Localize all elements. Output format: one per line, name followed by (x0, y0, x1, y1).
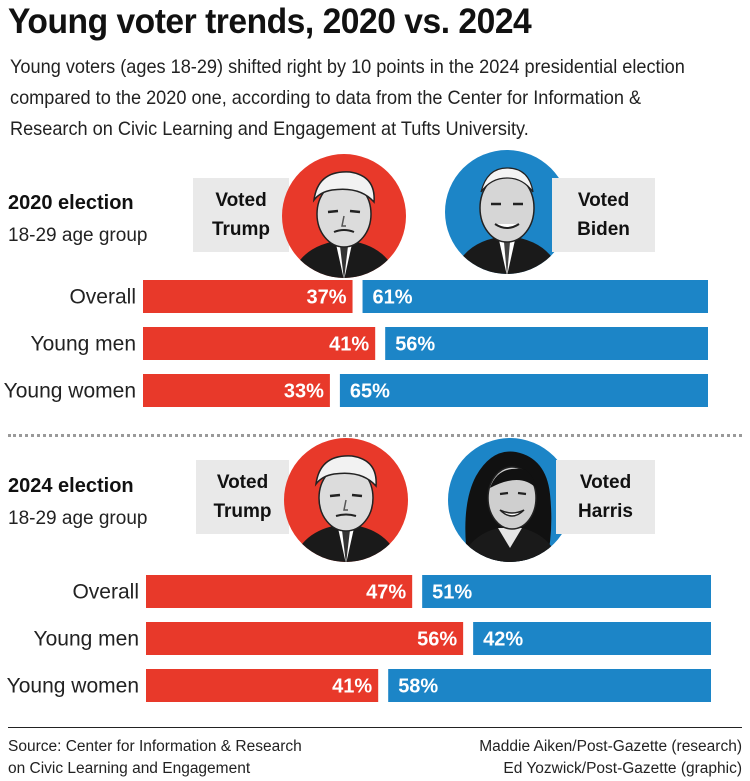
value-label-harris: 51% (432, 582, 472, 604)
value-label-harris: 42% (483, 629, 523, 651)
value-label-trump: 47% (366, 582, 406, 604)
value-label-harris: 58% (398, 676, 438, 698)
category-label: Overall (69, 286, 136, 309)
source-note: Source: Center for Information & Researc… (8, 738, 302, 777)
value-label-trump: 41% (332, 676, 372, 698)
footer-rule (8, 727, 742, 728)
credit-note: Maddie Aiken/Post-Gazette (research) Ed … (479, 738, 742, 777)
label-voted-trump-2024: Voted Trump (196, 460, 289, 534)
bar-harris (388, 669, 711, 702)
chart-subtitle: Young voters (ages 18-29) shifted right … (10, 56, 685, 140)
biden-portrait-icon (445, 150, 569, 274)
bar-trump (146, 575, 413, 608)
category-label: Young women (4, 380, 136, 403)
bar-biden (385, 327, 708, 360)
category-label: Young women (7, 675, 139, 698)
label-voted-trump-2020: Voted Trump (193, 178, 289, 252)
value-label-trump: 37% (307, 287, 347, 309)
bar-chart-2024: Overall 47% 51% Young men 56% 42% Young women 4… (7, 575, 711, 702)
chart-title: Young voter trends, 2020 vs. 2024 (8, 2, 532, 41)
bar-harris (473, 622, 711, 655)
value-label-biden: 61% (373, 287, 413, 309)
section-subtitle-2020: 18-29 age group (8, 225, 148, 246)
bar-trump (143, 327, 376, 360)
label-voted-harris-2024: Voted Harris (556, 460, 655, 534)
bar-harris (422, 575, 711, 608)
trump-portrait-icon (282, 154, 406, 278)
bar-biden (339, 374, 708, 407)
bar-trump (143, 280, 353, 313)
category-label: Young men (34, 628, 139, 651)
bar-chart-2020: Overall 37% 61% Young men 41% 56% Young women 3… (4, 280, 708, 407)
harris-portrait-icon (448, 438, 572, 562)
section-title-2024: 2024 election (8, 475, 134, 497)
bar-trump (146, 669, 379, 702)
label-voted-biden-2020: Voted Biden (552, 178, 655, 252)
value-label-trump: 33% (284, 381, 324, 403)
bar-biden (362, 280, 708, 313)
trump-portrait-icon (284, 438, 408, 562)
section-subtitle-2024: 18-29 age group (8, 508, 148, 529)
value-label-biden: 56% (395, 334, 435, 356)
section-divider (8, 434, 742, 437)
value-label-trump: 56% (417, 629, 457, 651)
value-label-biden: 65% (350, 381, 390, 403)
section-title-2020: 2020 election (8, 192, 134, 214)
category-label: Overall (72, 581, 139, 604)
bar-trump (146, 622, 464, 655)
value-label-trump: 41% (329, 334, 369, 356)
bar-trump (143, 374, 330, 407)
category-label: Young men (31, 333, 136, 356)
